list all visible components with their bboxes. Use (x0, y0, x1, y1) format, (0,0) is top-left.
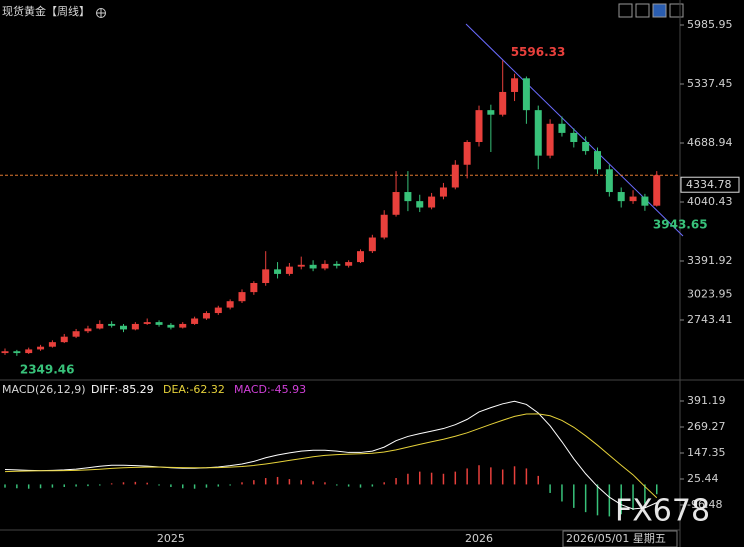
candle-body (653, 175, 661, 206)
candle-body (108, 323, 116, 326)
cursor-date: 2026/05/01 星期五 (566, 532, 666, 545)
candle-body (522, 78, 530, 111)
y-tick-label: 4688.94 (687, 136, 733, 149)
candle-body (546, 123, 554, 156)
candle-body (321, 263, 329, 269)
candle-body (214, 307, 222, 314)
y-tick-label: 269.27 (687, 420, 726, 433)
last-price-label: 4334.78 (686, 178, 732, 191)
tool-button[interactable] (635, 3, 650, 18)
candle-body (511, 78, 519, 92)
candle-body (641, 196, 649, 206)
candle-body (297, 264, 305, 267)
candle-body (96, 323, 104, 329)
candle-body (167, 324, 175, 328)
dea-label: DEA:-62.32 (163, 383, 225, 396)
y-tick-label: 4040.43 (687, 195, 733, 208)
candle-body (238, 292, 246, 302)
candle-body (131, 323, 139, 330)
candle-body (439, 187, 447, 197)
macd-legend: MACD(26,12,9) DIFF:-85.29 DEA:-62.32 MAC… (2, 383, 306, 396)
y-tick-label: 391.19 (687, 394, 726, 407)
candle-body (570, 132, 578, 142)
candle-body (404, 192, 412, 202)
candle-body (143, 322, 151, 324)
x-label: 2025 (157, 532, 185, 545)
price-annotation: 3943.65 (653, 217, 708, 231)
candle-body (368, 237, 376, 252)
macd-label: MACD:-45.93 (234, 383, 306, 396)
level-label: 3023.95 (687, 287, 733, 300)
candle-body (475, 110, 483, 142)
candle-body (416, 201, 424, 208)
candle-body (72, 331, 80, 337)
candle-body (487, 110, 495, 115)
candle-body (428, 196, 436, 208)
candle-body (499, 91, 507, 115)
tool-button[interactable] (618, 3, 633, 18)
candle-body (333, 263, 341, 266)
candle-body (274, 269, 282, 274)
y-tick-label: 5985.95 (687, 18, 733, 31)
candle-body (84, 328, 92, 332)
candle-body (558, 123, 566, 133)
trend-line (465, 23, 684, 237)
candle-body (617, 192, 625, 202)
candle-body (594, 151, 601, 170)
macd-params: MACD(26,12,9) (2, 383, 86, 396)
candle-body (380, 214, 388, 238)
candle-body (451, 164, 459, 188)
x-label: 2026 (465, 532, 493, 545)
y-tick-label: -96.48 (687, 498, 722, 511)
candle-body (13, 351, 21, 354)
candle-body (357, 251, 364, 263)
candle-body (1, 351, 9, 354)
candle-body (37, 346, 45, 350)
candle-body (345, 262, 353, 266)
tool-button[interactable] (652, 3, 667, 18)
dea-line (4, 413, 658, 499)
candle-body (605, 169, 613, 193)
candle-body (534, 110, 542, 156)
y-tick-label: 3391.92 (687, 254, 733, 267)
candle-body (179, 323, 187, 328)
candle-body (392, 192, 400, 215)
candle-body (191, 318, 199, 324)
y-tick-label: 25.44 (687, 472, 719, 485)
add-icon[interactable] (96, 8, 106, 18)
last-price-box (680, 176, 740, 193)
candle-body (285, 266, 293, 274)
y-tick-label: 5337.45 (687, 77, 733, 90)
candle-body (48, 342, 56, 347)
diff-line (4, 400, 657, 510)
candle-body (226, 301, 234, 308)
chart-title: 现货黄金【周线】 (2, 4, 90, 18)
candle-body (582, 141, 590, 152)
watermark: FX678 (615, 494, 710, 529)
price-annotation: 5596.33 (511, 45, 566, 59)
tool-button[interactable] (669, 3, 684, 18)
candle-body (25, 349, 33, 354)
cursor-date-box (562, 530, 678, 547)
diff-label: DIFF:-85.29 (91, 383, 154, 396)
candle-body (120, 325, 127, 330)
candle-body (60, 336, 68, 343)
candle-body (629, 196, 637, 202)
y-tick-label: 147.35 (687, 446, 726, 459)
candle-body (262, 269, 270, 284)
y-tick-label: 2743.41 (687, 313, 733, 326)
candle-body (202, 313, 210, 319)
candle-body (155, 322, 163, 325)
candle-body (309, 264, 317, 269)
candle-body (463, 141, 471, 165)
price-annotation: 2349.46 (20, 362, 75, 376)
candle-body (250, 283, 258, 293)
